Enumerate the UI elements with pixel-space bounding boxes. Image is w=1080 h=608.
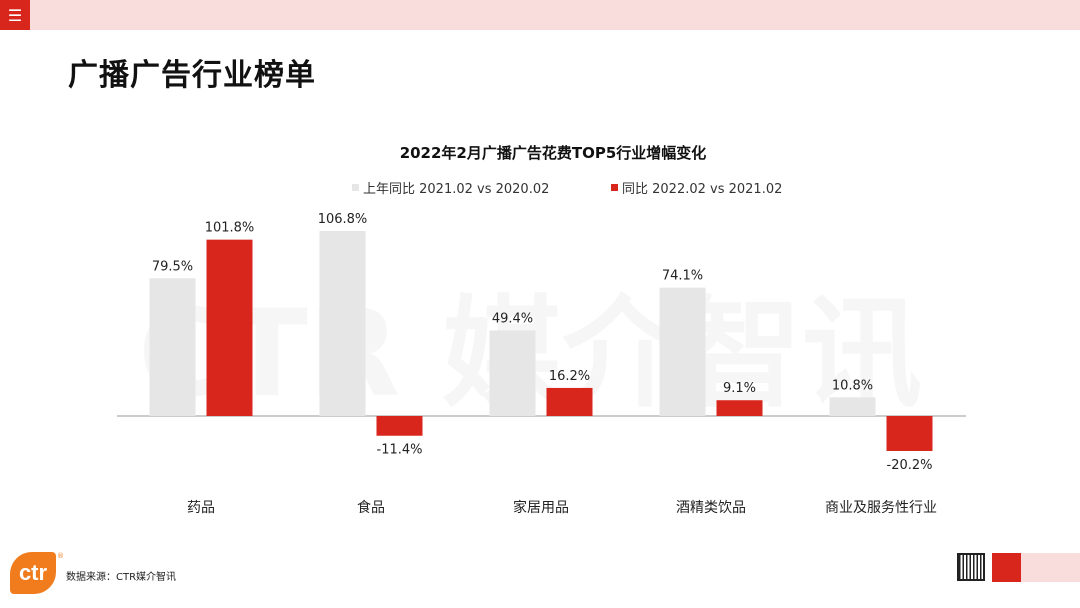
bar-1-4 [659,287,706,416]
corner-accent-pink [1021,553,1080,582]
data-label-1-5: 10.8% [832,378,873,393]
data-source: 数据来源：CTR媒介智讯 [66,572,177,583]
data-label-1-3: 49.4% [492,311,533,326]
category-label-3: 家居用品 [513,499,569,516]
corner-accent-red [992,553,1021,582]
category-label-2: 食品 [357,499,385,516]
data-label-1-2: 106.8% [318,212,368,227]
data-label-2-5: -20.2% [887,458,933,473]
legend-marker-1 [352,184,359,191]
top-bar [0,0,1080,30]
qr-code-icon [957,553,985,581]
data-label-2-1: 101.8% [205,221,255,236]
logo-text: ctr [18,560,48,585]
registered-mark: ® [57,552,64,560]
bar-1-3 [489,330,536,416]
data-label-2-3: 16.2% [549,369,590,384]
category-label-1: 药品 [187,500,215,516]
bar-2-1 [206,239,253,416]
legend-label-1: 上年同比 2021.02 vs 2020.02 [363,182,549,197]
legend-marker-2 [611,184,618,191]
hamburger-icon: ☰ [7,5,23,25]
data-label-1-1: 79.5% [152,259,193,274]
bar-2-3 [546,387,593,416]
bar-1-5 [829,397,876,416]
bar-2-5 [886,416,933,451]
category-label-5: 商业及服务性行业 [825,500,937,516]
legend-label-2: 同比 2022.02 vs 2021.02 [622,182,782,197]
category-label-4: 酒精类饮品 [676,500,746,516]
menu-button[interactable]: ☰ [0,0,30,30]
data-label-1-4: 74.1% [662,269,703,284]
bar-2-2 [376,416,423,436]
bar-2-4 [716,400,763,416]
page-title: 广播广告行业榜单 [68,58,316,93]
bar-1-1 [149,278,196,416]
data-label-2-4: 9.1% [723,381,756,396]
ctr-logo: ctr [10,552,56,594]
chart-title: 2022年2月广播广告花费TOP5行业增幅变化 [400,144,707,162]
bar-1-2 [319,231,366,416]
data-label-2-2: -11.4% [377,443,423,458]
